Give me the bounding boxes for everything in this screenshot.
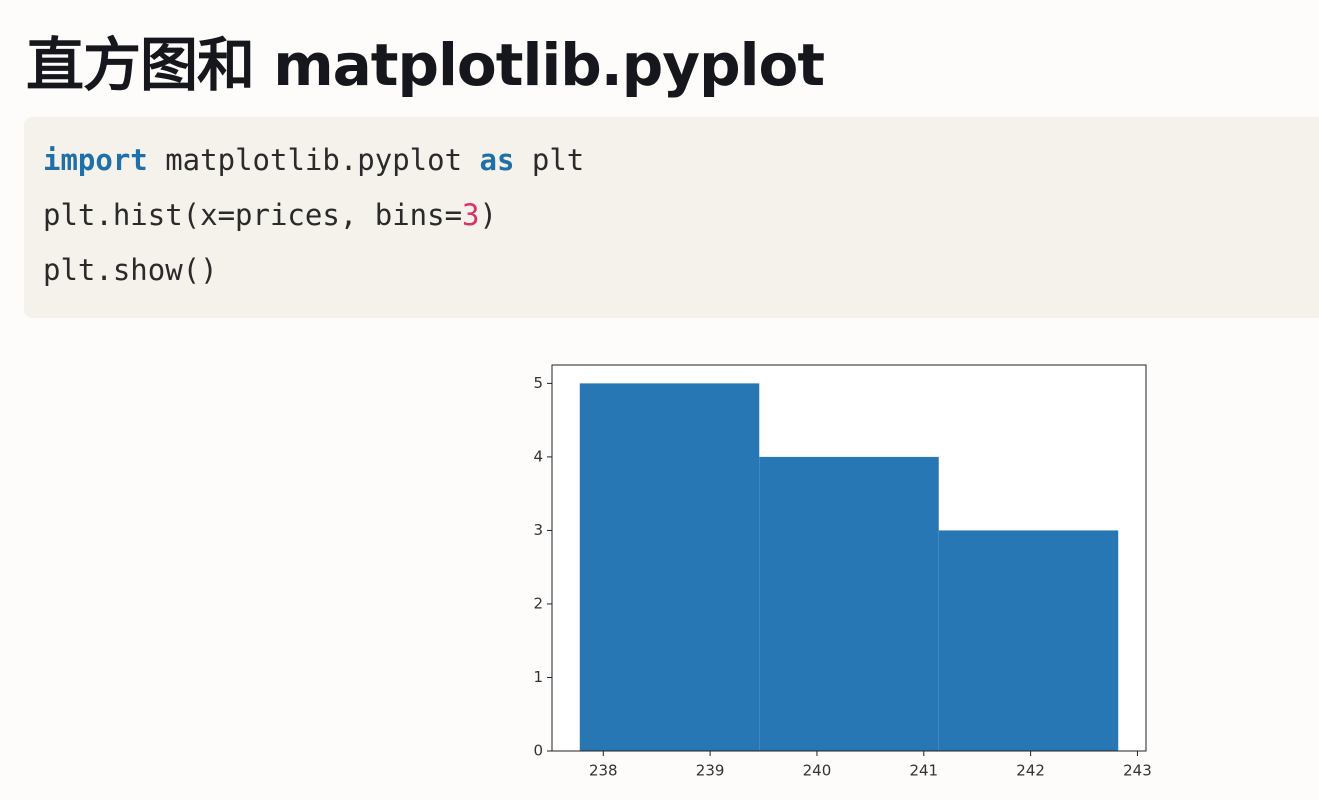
x-tick-label: 243: [1123, 762, 1152, 780]
y-tick-label: 0: [533, 742, 543, 760]
y-tick-label: 4: [533, 447, 543, 465]
code-text: plt.hist(x=prices, bins=: [43, 198, 463, 232]
x-tick-label: 241: [909, 762, 938, 780]
code-line: import matplotlib.pyplot as plt: [43, 143, 584, 177]
keyword: as: [479, 143, 515, 177]
code-text: ): [479, 198, 497, 232]
code-text: matplotlib.pyplot: [147, 143, 480, 177]
y-tick-label: 3: [533, 521, 543, 539]
x-tick-label: 238: [589, 762, 618, 780]
code-line: plt.show(): [43, 253, 218, 287]
bar: [759, 456, 939, 751]
slide-title: 直方图和 matplotlib.pyplot: [26, 31, 825, 99]
chart: 0 1 2 3 4 5 238 239 240 241 242 243: [533, 364, 1152, 780]
code-text: plt: [514, 143, 585, 177]
y-tick-label: 2: [533, 594, 543, 612]
code-line: plt.hist(x=prices, bins=3): [43, 198, 497, 232]
code-text: plt.show(): [43, 253, 218, 287]
number: 3: [462, 198, 480, 232]
x-tick-label: 242: [1016, 762, 1045, 780]
y-tick-label: 5: [533, 374, 543, 392]
x-tick-label: 239: [696, 762, 725, 780]
y-tick-label: 1: [533, 668, 543, 686]
code-block: import matplotlib.pyplot as plt plt.hist…: [24, 117, 1319, 318]
bar: [579, 383, 760, 751]
axes-frame: [551, 364, 1147, 752]
keyword: import: [43, 143, 148, 177]
x-tick-label: 240: [803, 762, 832, 780]
bar: [938, 530, 1119, 751]
